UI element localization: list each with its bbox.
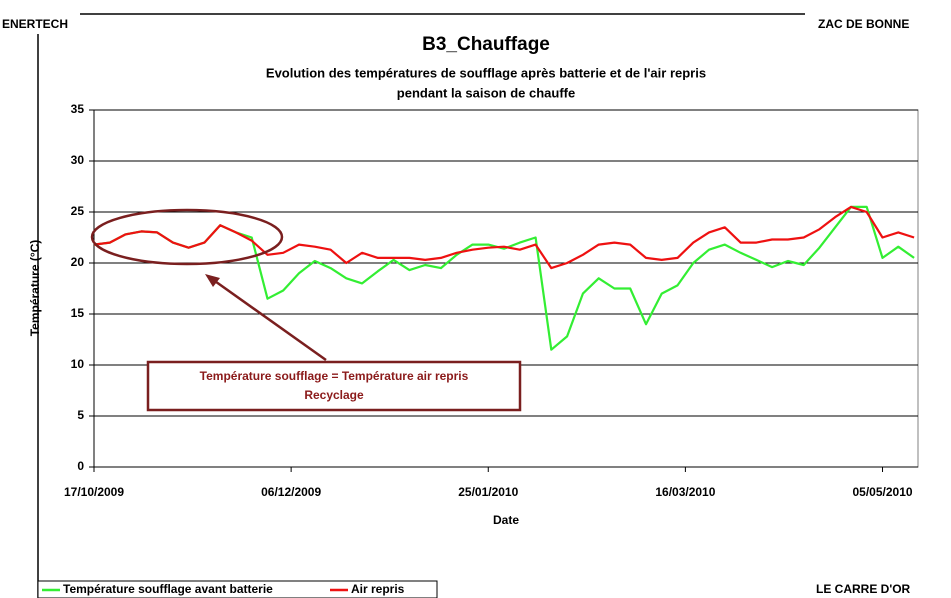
chart-subtitle: Evolution des températures de soufflage … bbox=[266, 65, 706, 80]
annotation-text: Température soufflage = Température air … bbox=[200, 369, 469, 383]
x-tick-label: 16/03/2010 bbox=[655, 485, 715, 499]
y-tick-label: 5 bbox=[77, 408, 84, 422]
y-tick-label: 0 bbox=[77, 459, 84, 473]
annotation-text: Recyclage bbox=[304, 388, 364, 402]
y-tick-label: 20 bbox=[71, 255, 85, 269]
x-tick-label: 17/10/2009 bbox=[64, 485, 124, 499]
x-tick-label: 25/01/2010 bbox=[458, 485, 518, 499]
chart-title: B3_Chauffage bbox=[422, 34, 550, 55]
series-line bbox=[93, 205, 915, 270]
legend-label: Air repris bbox=[351, 582, 405, 596]
y-tick-label: 15 bbox=[71, 306, 85, 320]
chart-subtitle: pendant la saison de chauffe bbox=[397, 85, 575, 100]
y-tick-label: 30 bbox=[71, 153, 85, 167]
y-axis-label: Température (°C) bbox=[28, 240, 42, 337]
annotation-arrow bbox=[211, 277, 327, 362]
legend-label: Température soufflage avant batterie bbox=[63, 582, 273, 596]
header-left: ENERTECH bbox=[2, 17, 68, 31]
annotation-box bbox=[146, 360, 522, 412]
y-tick-label: 35 bbox=[71, 102, 85, 116]
plot-area bbox=[93, 109, 919, 468]
x-axis-label: Date bbox=[493, 513, 519, 527]
y-tick-label: 25 bbox=[71, 204, 85, 218]
y-tick-label: 10 bbox=[71, 357, 85, 371]
header-right: ZAC DE BONNE bbox=[818, 17, 909, 31]
footer-right: LE CARRE D'OR bbox=[816, 582, 911, 596]
x-tick-label: 06/12/2009 bbox=[261, 485, 321, 499]
x-tick-label: 05/05/2010 bbox=[852, 485, 912, 499]
legend bbox=[37, 580, 438, 598]
annotation-arrowhead bbox=[205, 274, 220, 287]
annotation-ellipse bbox=[90, 208, 284, 266]
